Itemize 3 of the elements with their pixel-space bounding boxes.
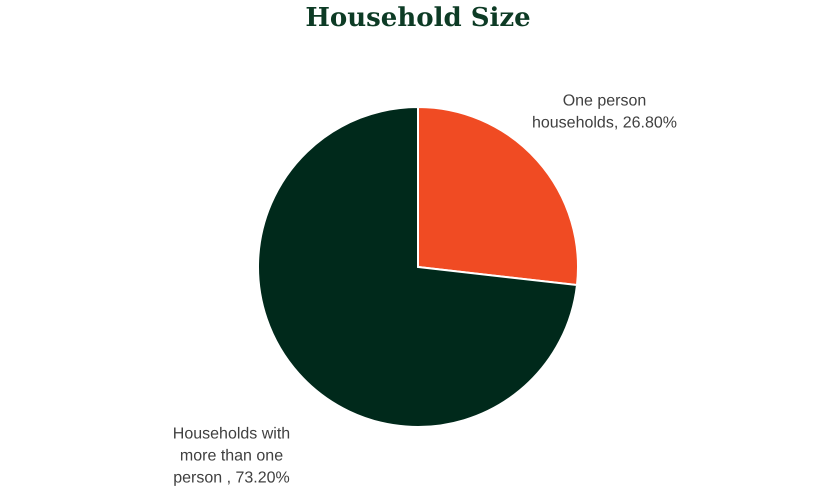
slice-label: Households with more than one person , 73.20% xyxy=(172,426,290,487)
slice-label: One person households, 26.80% xyxy=(532,92,677,132)
chart-title: Household Size xyxy=(305,3,531,33)
